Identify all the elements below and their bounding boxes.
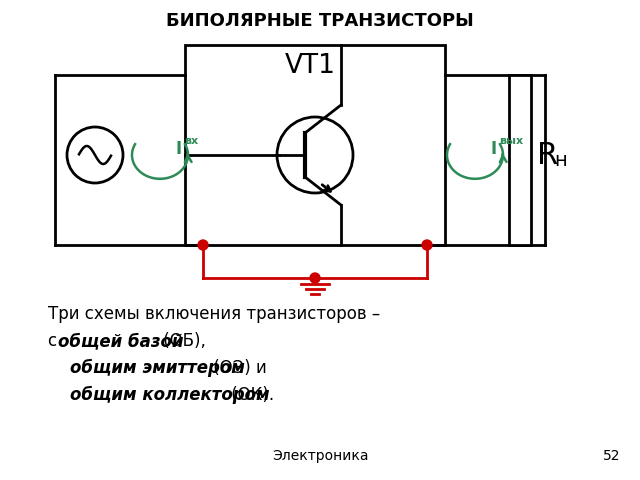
Bar [509, 75, 531, 245]
Circle shape [67, 127, 123, 183]
Text: н: н [554, 152, 567, 170]
Text: общим коллектором: общим коллектором [70, 386, 269, 404]
Text: 52: 52 [602, 449, 620, 463]
Text: БИПОЛЯРНЫЕ ТРАНЗИСТОРЫ: БИПОЛЯРНЫЕ ТРАНЗИСТОРЫ [166, 12, 474, 30]
Circle shape [277, 117, 353, 193]
Text: I: I [175, 140, 182, 158]
Text: общим эмиттером: общим эмиттером [70, 359, 245, 377]
Text: (ОБ),: (ОБ), [158, 332, 206, 350]
Bar [185, 45, 445, 245]
Text: общей базой: общей базой [58, 332, 184, 350]
Text: VT1: VT1 [285, 53, 335, 79]
Text: Три схемы включения транзисторов –: Три схемы включения транзисторов – [48, 305, 380, 323]
Text: R: R [537, 142, 558, 170]
Text: с: с [48, 332, 62, 350]
Circle shape [310, 273, 320, 283]
Text: I: I [490, 140, 497, 158]
Text: Электроника: Электроника [272, 449, 368, 463]
Text: (ОЭ) и: (ОЭ) и [208, 359, 267, 377]
Text: вых: вых [499, 136, 524, 146]
Circle shape [198, 240, 208, 250]
Circle shape [422, 240, 432, 250]
Text: вх: вх [184, 136, 198, 146]
Text: (ОК).: (ОК). [226, 386, 274, 404]
